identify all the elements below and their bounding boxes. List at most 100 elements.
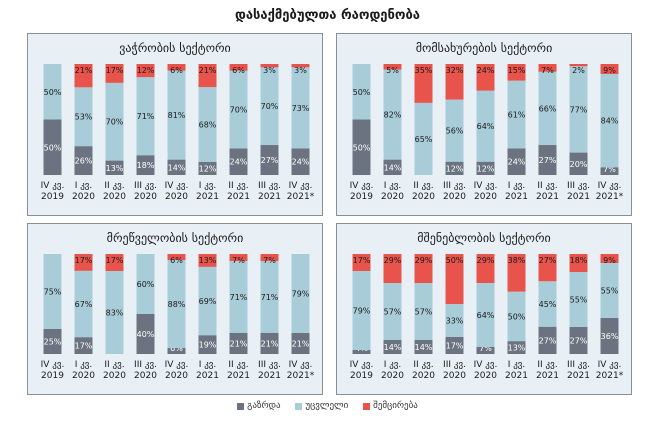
x-tick-label: II კვ.: [228, 181, 248, 191]
bar-segment-increase: [445, 337, 464, 354]
data-label: 21%: [230, 339, 248, 348]
data-label: 25%: [44, 338, 62, 347]
x-tick-label: 2021: [196, 192, 219, 202]
x-tick-label: III კვ.: [134, 181, 157, 191]
data-label: 68%: [199, 120, 217, 129]
bar-segment-unchanged: [260, 67, 279, 146]
bar-segment-decrease: [105, 254, 124, 271]
bar-segment-increase: [43, 329, 62, 354]
data-label: 67%: [75, 300, 93, 309]
bar-segment-decrease: [476, 64, 495, 91]
data-label: 9%: [603, 66, 616, 75]
x-tick-label: I კვ.: [508, 181, 526, 191]
bar-segment-increase: [507, 148, 526, 175]
data-label: 57%: [415, 308, 433, 317]
bar-segment-increase: [600, 167, 619, 175]
panel-trade: ვაჭრობის სექტორი 50% 50% IV კვ. 2019 26% 53% 2…: [27, 33, 323, 216]
bar-segment-decrease: [383, 64, 402, 70]
data-label: 79%: [292, 290, 310, 299]
x-tick-label: 2020: [165, 192, 188, 202]
data-label: 17%: [75, 342, 93, 351]
bar-segment-decrease: [105, 64, 124, 83]
x-tick-label: 2020: [103, 371, 126, 381]
x-tick-label: 2021*: [596, 192, 624, 202]
bar-segment-decrease: [414, 254, 433, 283]
bar-segment-unchanged: [507, 291, 526, 342]
bar-segment-unchanged: [538, 71, 557, 146]
legend-swatch-unchanged: [295, 402, 303, 410]
data-label: 27%: [570, 337, 588, 346]
bar-segment-decrease: [74, 64, 93, 88]
bar-segment-unchanged: [74, 270, 93, 338]
bar-segment-decrease: [538, 64, 557, 72]
data-label: 66%: [539, 104, 557, 113]
data-label: 7%: [232, 256, 245, 265]
bar-segment-unchanged: [383, 283, 402, 340]
legend-swatch-decrease: [363, 402, 371, 410]
bar-segment-increase: [569, 327, 588, 354]
data-label: 3%: [294, 66, 307, 75]
data-label: 18%: [137, 161, 155, 170]
bar-segment-decrease: [445, 64, 464, 100]
x-tick-label: 2021*: [596, 371, 624, 381]
x-tick-label: IV კვ.: [41, 181, 65, 191]
data-label: 40%: [137, 330, 155, 339]
x-tick-label: III კვ.: [258, 360, 281, 370]
bar-segment-unchanged: [74, 87, 93, 147]
data-label: 33%: [446, 317, 464, 326]
bar-segment-decrease: [229, 254, 248, 262]
bar-segment-unchanged: [198, 266, 217, 336]
x-tick-label: I კვ.: [75, 181, 93, 191]
bar-segment-increase: [476, 347, 495, 354]
data-label: 7%: [603, 165, 616, 174]
bar-segment-unchanged: [291, 254, 310, 333]
x-tick-label: III კვ.: [567, 360, 590, 370]
panel-construction: მშენებლობის სექტორი 4%79%17%IV კვ.201914…: [336, 223, 632, 395]
x-tick-label: 2021: [536, 192, 559, 202]
x-tick-label: 2019: [41, 192, 64, 202]
data-label: 69%: [199, 297, 217, 306]
data-label: 81%: [168, 111, 186, 120]
x-tick-label: II კვ.: [228, 360, 248, 370]
x-tick-label: 2020: [412, 192, 435, 202]
x-tick-label: 2020: [474, 371, 497, 381]
data-label: 60%: [137, 280, 155, 289]
data-label: 6%: [170, 66, 183, 75]
bar-segment-increase: [229, 332, 248, 354]
x-tick-label: 2021: [567, 371, 590, 381]
data-label: 12%: [477, 164, 495, 173]
x-tick-label: IV კვ.: [598, 360, 622, 370]
bar-segment-increase: [352, 350, 371, 354]
data-label: 14%: [415, 343, 433, 352]
x-tick-label: 2020: [72, 192, 95, 202]
bar-segment-increase: [260, 145, 279, 175]
x-tick-label: IV კვ.: [289, 360, 313, 370]
bar-segment-decrease: [167, 254, 186, 260]
bar-segment-unchanged: [136, 254, 155, 314]
bar-segment-increase: [445, 161, 464, 175]
bar-segment-increase: [43, 119, 62, 175]
bar-segment-decrease: [445, 254, 464, 304]
data-label: 24%: [230, 158, 248, 167]
data-label: 6%: [170, 344, 183, 353]
x-tick-label: I კვ.: [508, 360, 526, 370]
bar-segment-decrease: [414, 64, 433, 103]
x-tick-label: III კვ.: [567, 181, 590, 191]
x-tick-label: II კვ.: [104, 360, 124, 370]
data-label: 50%: [508, 312, 526, 321]
x-tick-label: II კვ.: [413, 181, 433, 191]
bar-segment-decrease: [538, 254, 557, 282]
data-label: 73%: [292, 104, 310, 113]
data-label: 35%: [415, 66, 433, 75]
data-label: 14%: [168, 163, 186, 172]
data-label: 36%: [601, 332, 619, 341]
data-label: 17%: [446, 342, 464, 351]
x-tick-label: 2021: [505, 371, 528, 381]
data-label: 65%: [415, 135, 433, 144]
x-tick-label: IV კვ.: [165, 360, 189, 370]
data-label: 50%: [446, 256, 464, 265]
bar-segment-increase: [167, 159, 186, 175]
bar-segment-decrease: [291, 64, 310, 68]
data-label: 7%: [263, 256, 276, 265]
